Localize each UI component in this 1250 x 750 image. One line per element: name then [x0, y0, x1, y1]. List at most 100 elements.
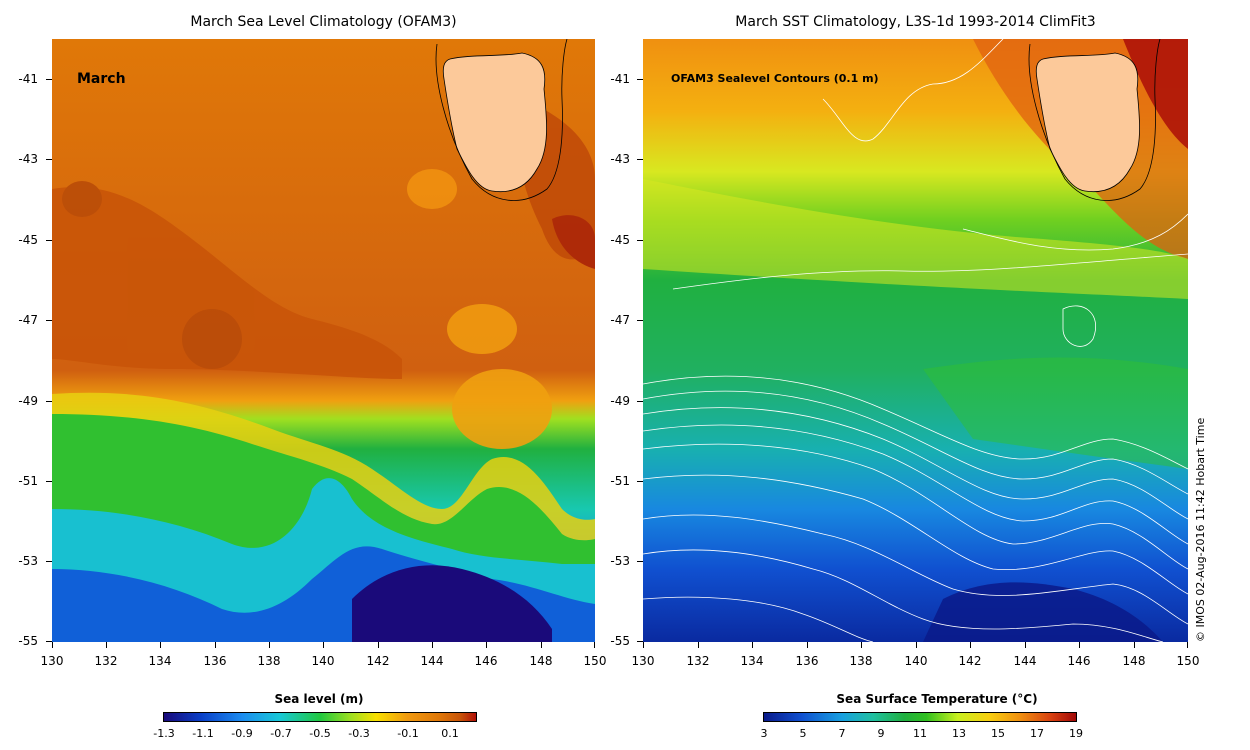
colorbar-tick-label: -0.3 [348, 727, 370, 740]
tick-mark [378, 642, 379, 648]
x-tick-label: 132 [94, 654, 118, 668]
x-tick-label: 144 [1013, 654, 1037, 668]
tick-mark [1134, 642, 1135, 648]
tick-mark [861, 642, 862, 648]
y-tick-label: -55 [18, 634, 38, 648]
tick-mark [46, 481, 52, 482]
x-tick-label: 150 [1176, 654, 1200, 668]
y-tick-label: -47 [18, 313, 38, 327]
contour-legend-label: OFAM3 Sealevel Contours (0.1 m) [671, 72, 879, 85]
y-tick-label: -41 [610, 72, 630, 86]
x-tick-label: 134 [148, 654, 172, 668]
tick-mark [486, 642, 487, 648]
tick-mark [637, 320, 643, 321]
x-tick-label: 142 [958, 654, 982, 668]
tick-mark [594, 642, 595, 648]
y-tick-label: -55 [610, 634, 630, 648]
tick-mark [52, 642, 53, 648]
tick-mark [1187, 642, 1188, 648]
colorbar-tick-label: -0.1 [397, 727, 419, 740]
x-tick-label: 138 [849, 654, 873, 668]
tick-mark [46, 641, 52, 642]
tick-mark [46, 561, 52, 562]
tasmania-coast-contour-sst [1028, 39, 1161, 201]
tick-mark [637, 79, 643, 80]
sea-level-low-core [352, 565, 552, 642]
sst-colorbar [763, 712, 1077, 722]
x-tick-label: 150 [583, 654, 607, 668]
tick-mark [323, 642, 324, 648]
colorbar-tick-label: -1.1 [192, 727, 214, 740]
colorbar-tick-label: 7 [838, 727, 846, 740]
x-tick-label: 140 [904, 654, 928, 668]
colorbar-tick-label: -0.5 [309, 727, 331, 740]
tick-mark [970, 642, 971, 648]
tick-mark [637, 240, 643, 241]
tick-mark [46, 240, 52, 241]
colorbar-tick-label: 5 [799, 727, 807, 740]
tick-mark [432, 642, 433, 648]
y-tick-label: -45 [610, 233, 630, 247]
colorbar-tick-label: -0.7 [270, 727, 292, 740]
tasmania-land-sst [1035, 52, 1140, 193]
x-tick-label: 144 [420, 654, 444, 668]
tasmania-coast-contour [435, 39, 568, 201]
x-tick-label: 138 [257, 654, 281, 668]
x-tick-label: 130 [40, 654, 64, 668]
tasmania-land [442, 52, 547, 193]
tick-mark [637, 159, 643, 160]
sea-level-high-blobs [52, 99, 595, 379]
sst-hot-corner [1123, 39, 1188, 149]
y-tick-label: -41 [18, 72, 38, 86]
tick-mark [46, 79, 52, 80]
sea-level-map [52, 39, 595, 642]
tick-mark [637, 561, 643, 562]
colorbar-tick-label: 3 [760, 727, 768, 740]
y-tick-label: -47 [610, 313, 630, 327]
y-tick-label: -51 [18, 474, 38, 488]
x-tick-label: 136 [203, 654, 227, 668]
tick-mark [752, 642, 753, 648]
y-tick-label: -53 [610, 554, 630, 568]
sea-level-mid-blobs [407, 169, 552, 449]
tick-mark [46, 401, 52, 402]
x-tick-label: 148 [1122, 654, 1146, 668]
tick-mark [643, 642, 644, 648]
x-tick-label: 134 [740, 654, 764, 668]
tick-mark [541, 642, 542, 648]
tick-mark [1079, 642, 1080, 648]
tick-mark [916, 642, 917, 648]
y-tick-label: -43 [18, 152, 38, 166]
colorbar-tick-label: 0.1 [441, 727, 459, 740]
tick-mark [637, 641, 643, 642]
right-panel-title: March SST Climatology, L3S-1d 1993-2014 … [735, 14, 1096, 30]
left-panel-title: March Sea Level Climatology (OFAM3) [190, 14, 457, 30]
colorbar-tick-label: 19 [1069, 727, 1083, 740]
tick-mark [637, 481, 643, 482]
tick-mark [1025, 642, 1026, 648]
colorbar-tick-label: 15 [991, 727, 1005, 740]
sst-map [643, 39, 1188, 642]
sea-level-colorbar [163, 712, 477, 722]
y-tick-label: -49 [18, 394, 38, 408]
x-tick-label: 140 [311, 654, 335, 668]
tick-mark [807, 642, 808, 648]
x-tick-label: 136 [795, 654, 819, 668]
tick-mark [160, 642, 161, 648]
tick-mark [698, 642, 699, 648]
x-tick-label: 130 [631, 654, 655, 668]
sst-colorbar-title: Sea Surface Temperature (°C) [836, 692, 1038, 706]
y-tick-label: -51 [610, 474, 630, 488]
month-label: March [77, 71, 126, 87]
tick-mark [46, 320, 52, 321]
imos-credit: © IMOS 02-Aug-2016 11:42 Hobart Time [1194, 417, 1207, 642]
y-tick-label: -49 [610, 394, 630, 408]
colorbar-tick-label: 17 [1030, 727, 1044, 740]
sst-yellow-tongue [643, 179, 1188, 299]
tick-mark [46, 159, 52, 160]
colorbar-tick-label: 11 [913, 727, 927, 740]
tick-mark [215, 642, 216, 648]
y-tick-label: -43 [610, 152, 630, 166]
y-tick-label: -53 [18, 554, 38, 568]
x-tick-label: 148 [529, 654, 553, 668]
